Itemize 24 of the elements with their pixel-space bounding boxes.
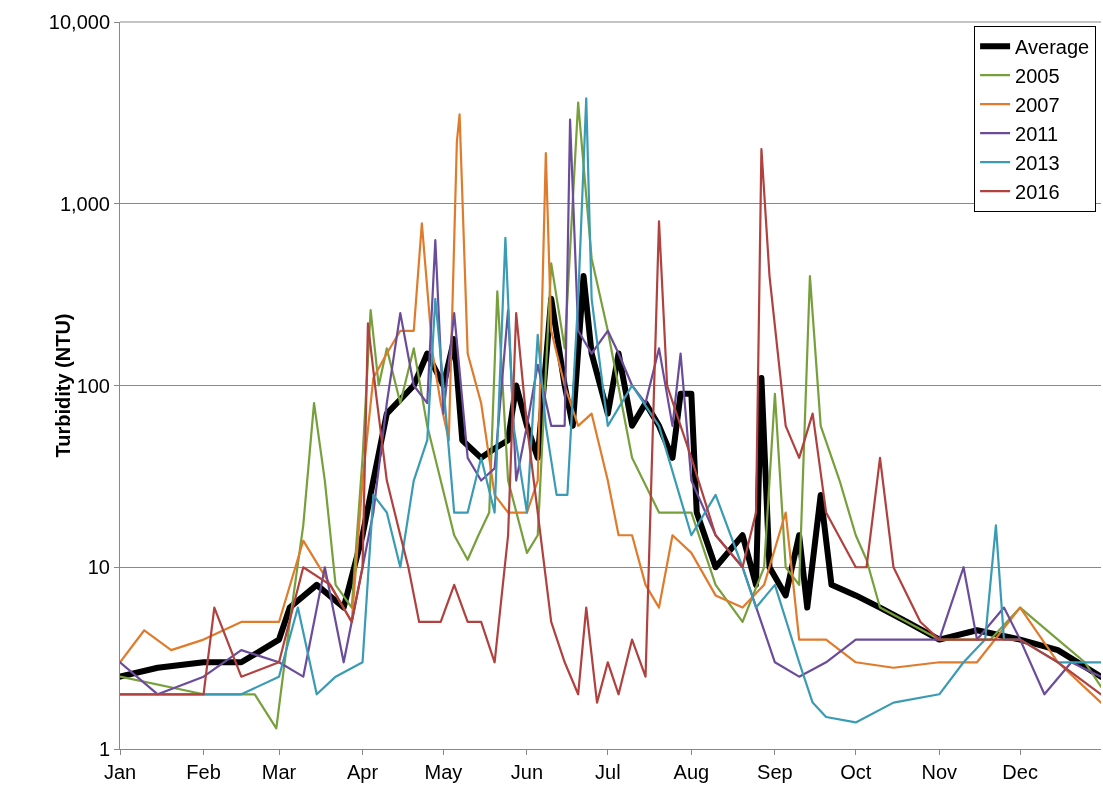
- y-tick-label: 1,000: [59, 192, 110, 215]
- x-tick-label: Feb: [186, 761, 221, 783]
- x-tick-label: Dec: [1002, 761, 1038, 783]
- x-tick-label: Jun: [510, 761, 544, 783]
- x-tick-label: Jul: [595, 761, 621, 783]
- legend-label: 2013: [1015, 151, 1060, 174]
- legend-label: Average: [1015, 35, 1090, 58]
- y-tick-label: 1: [98, 738, 110, 760]
- legend-label: 2016: [1015, 180, 1060, 203]
- x-tick-label: Mar: [261, 761, 297, 783]
- x-tick-label: Apr: [346, 761, 379, 783]
- legend-label: 2005: [1015, 64, 1060, 87]
- y-tick-label: 10: [87, 556, 110, 579]
- legend-label: 2007: [1015, 93, 1060, 116]
- y-tick-label: 100: [76, 374, 110, 397]
- y-axis-title: Turbidity (NTU): [52, 313, 74, 458]
- legend-label: 2011: [1015, 122, 1059, 145]
- x-tick-label: Nov: [921, 761, 958, 783]
- x-tick-label: Aug: [673, 761, 710, 783]
- x-tick-label: Jan: [103, 761, 137, 783]
- x-tick-label: Sep: [757, 761, 793, 783]
- y-tick-label: 10,000: [48, 11, 110, 33]
- x-tick-label: Oct: [840, 761, 872, 783]
- x-tick-label: May: [424, 761, 463, 783]
